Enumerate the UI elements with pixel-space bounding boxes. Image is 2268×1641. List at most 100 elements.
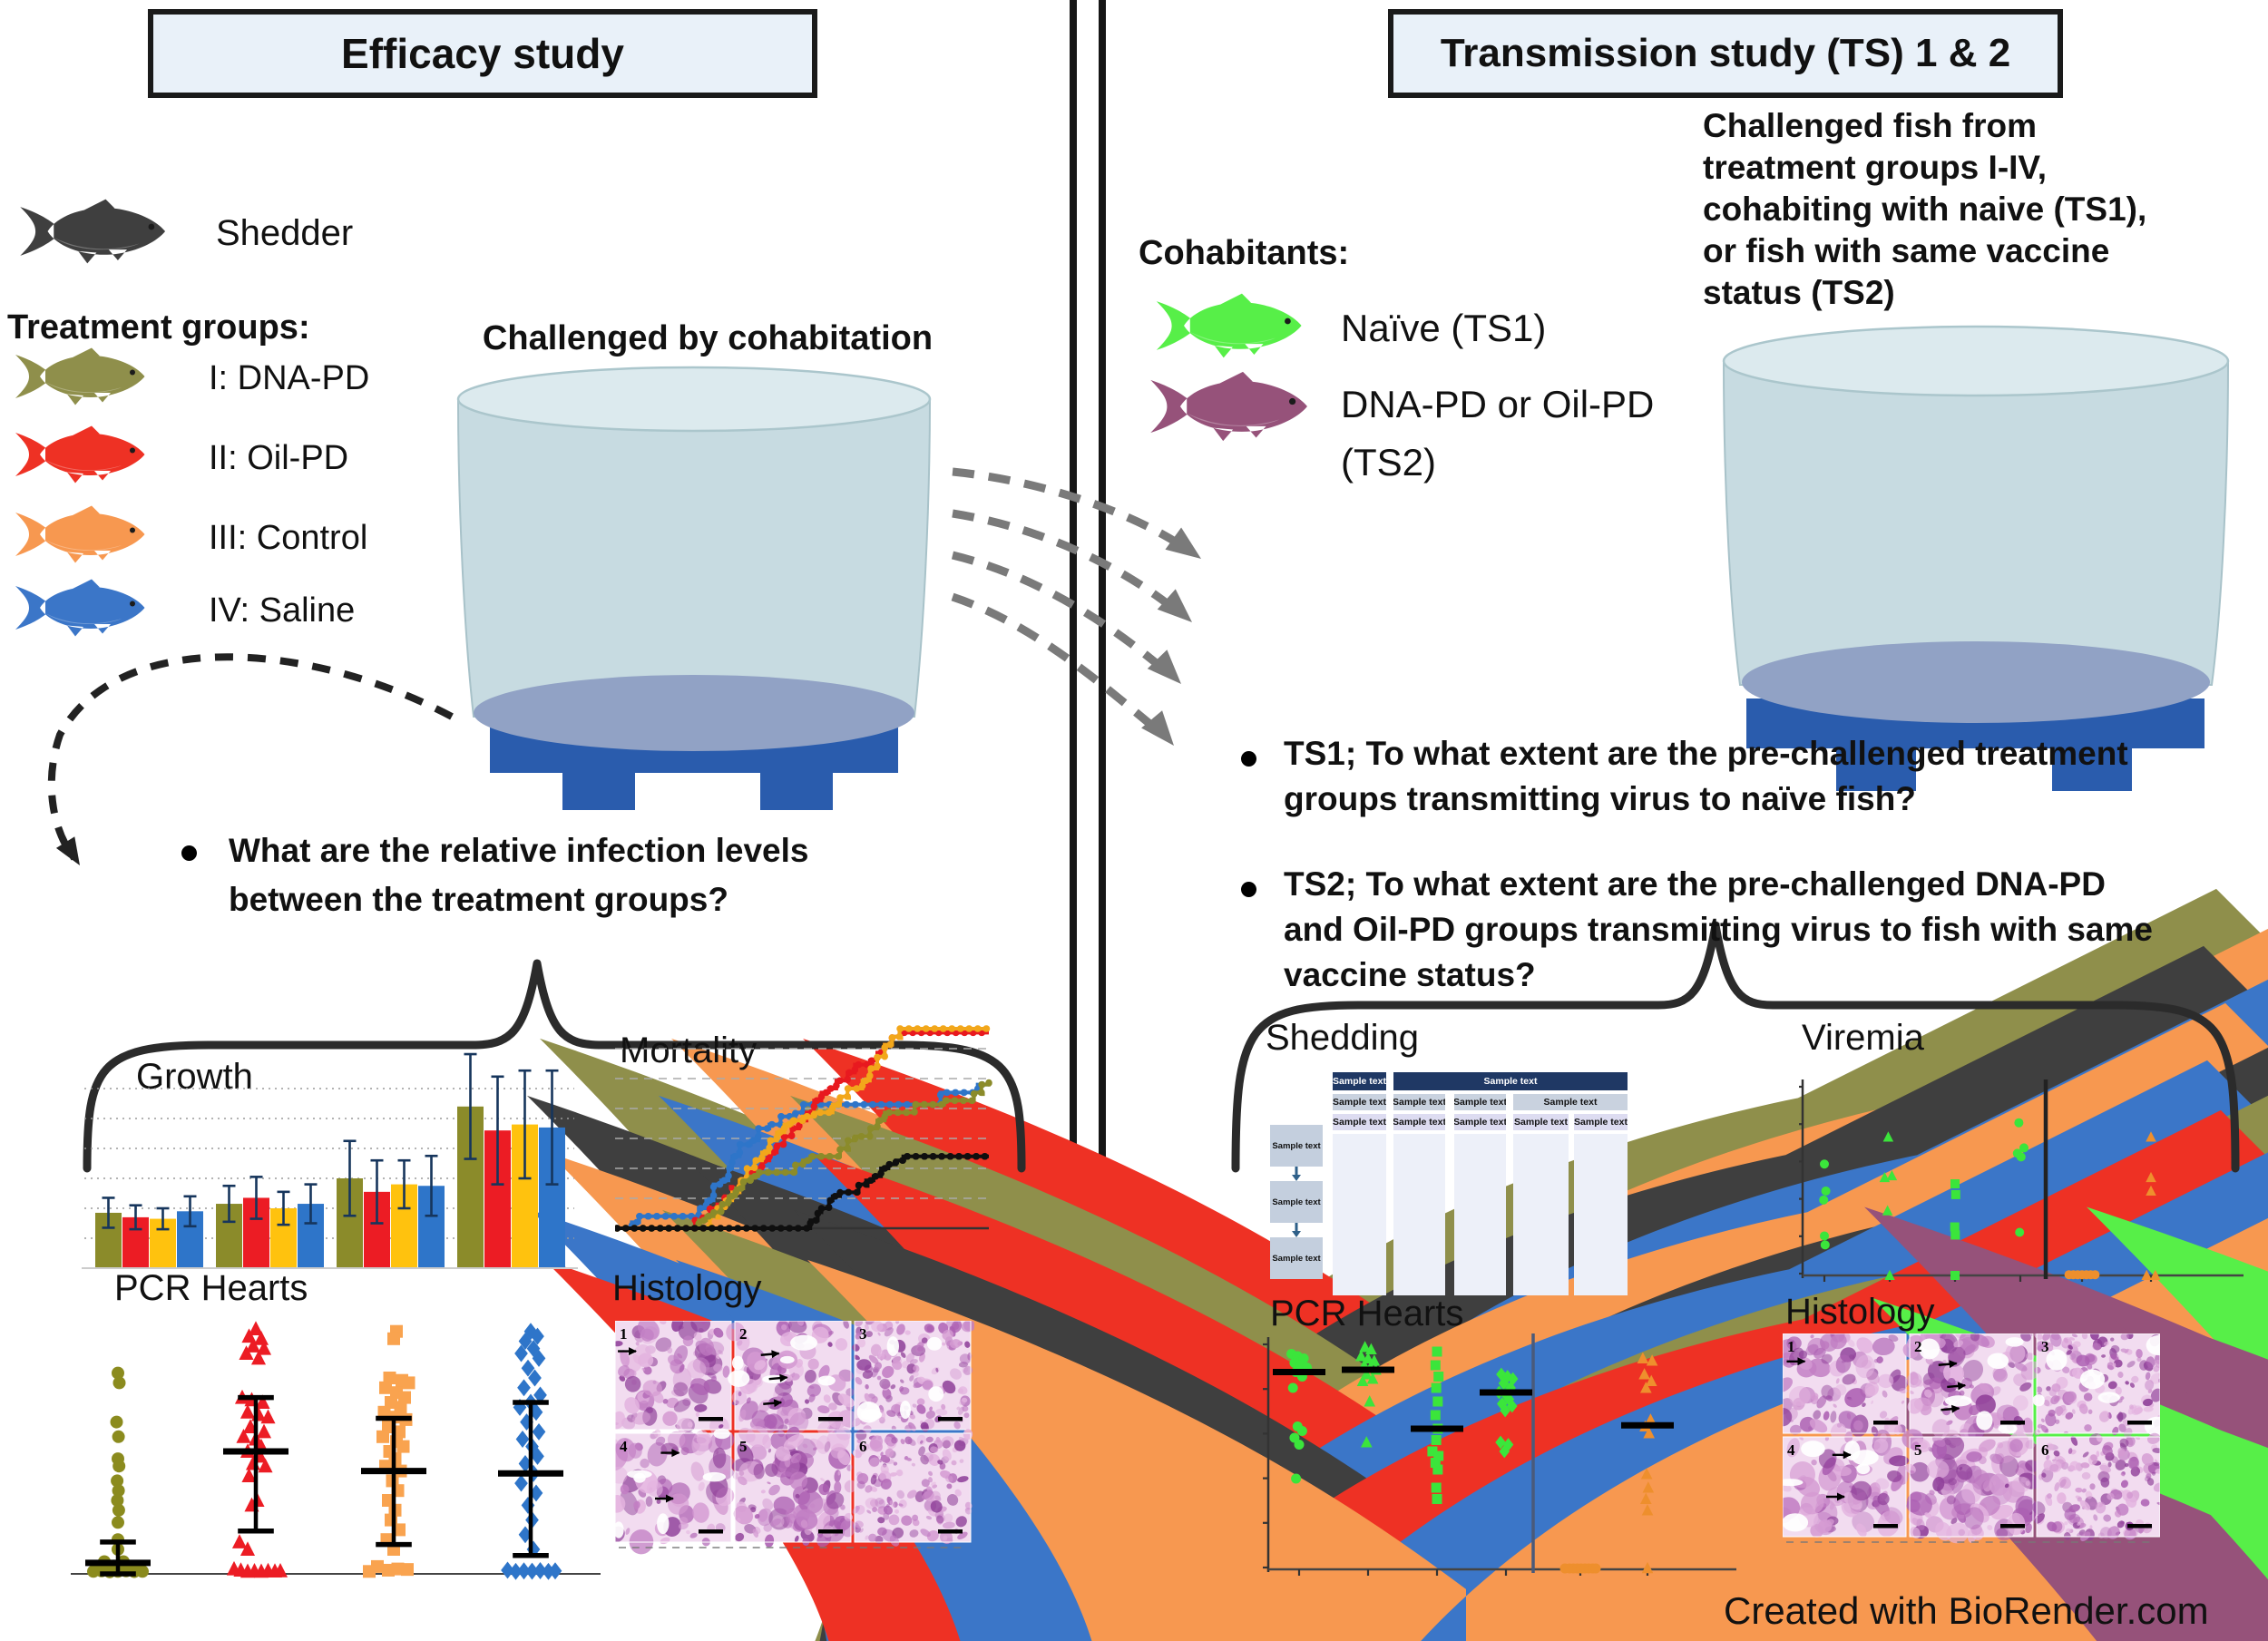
pcr_right-group-g1	[1273, 1349, 1325, 1484]
pcr_right-group-neg-cluster	[1559, 1563, 1601, 1574]
transmission-title: Transmission study (TS) 1 & 2	[1440, 31, 2011, 75]
mortality-series-Saline	[615, 1080, 992, 1232]
histology-tile-5: 5	[731, 1426, 857, 1548]
histology-tile-3: 3	[2032, 1333, 2160, 1438]
shedding-header-cell: Sample text	[1333, 1072, 1386, 1090]
mortality-chart	[615, 1025, 992, 1232]
svg-text:3: 3	[2041, 1338, 2049, 1355]
histology-arrow	[618, 1347, 638, 1356]
mortality-series-Control	[615, 1025, 992, 1232]
pcr_right-group-g2	[1342, 1341, 1394, 1448]
histology-tile-6: 6	[2032, 1432, 2160, 1542]
tank-to-question-arrow	[47, 653, 454, 865]
pcr-right-label: PCR Hearts	[1270, 1294, 1464, 1333]
transmission-tank	[1722, 325, 2268, 1641]
histology-arrow	[760, 1350, 780, 1359]
question-bullet	[181, 845, 197, 861]
pcr_left-group-DNA-PD	[85, 1366, 151, 1578]
shedding-label: Shedding	[1266, 1018, 1420, 1058]
histology-right-panel: 1 2 3 4 5 6	[1783, 1333, 2160, 1544]
shedder-fish-icon	[7, 198, 180, 265]
question-line1: What are the relative infection levels	[229, 832, 809, 869]
shedding-body-column	[1333, 1134, 1386, 1295]
svg-text:3: 3	[859, 1325, 867, 1343]
question-line2: between the treatment groups?	[229, 881, 728, 918]
ts1-question: TS1; To what extent are the pre-challeng…	[1284, 735, 2128, 817]
histology-tile-5: 5	[1901, 1429, 2040, 1544]
svg-text:2: 2	[739, 1325, 748, 1343]
svg-text:4: 4	[620, 1438, 628, 1455]
shedding-subheader-cell: Sample text	[1393, 1094, 1445, 1110]
pcr-hearts-right-chart	[1263, 1333, 1736, 1576]
shedding-body-column	[1574, 1134, 1628, 1295]
histology-arrow	[1938, 1360, 1958, 1369]
histology-arrow	[763, 1399, 783, 1408]
viremia-group-naive-g3	[1950, 1179, 1960, 1280]
histology-left-panel: 1 2 3 4 5 6	[615, 1321, 974, 1555]
svg-text:5: 5	[1914, 1441, 1922, 1459]
transmission-description: Challenged fish from treatment groups I-…	[1703, 107, 2147, 311]
viremia-group-pos-col	[2141, 1131, 2161, 1280]
shedding-body-column	[1393, 1134, 1445, 1295]
efficacy-title-box: Efficacy study	[148, 9, 817, 98]
treatment-groups-heading: Treatment groups:	[7, 308, 310, 347]
svg-text:1: 1	[620, 1325, 628, 1343]
viremia-group-naive-g1	[1819, 1159, 1831, 1250]
shedding-subheader-cell: Sample text	[1454, 1094, 1506, 1110]
ts1-bullet	[1241, 751, 1256, 767]
viremia-chart	[1799, 1079, 2244, 1282]
viremia-group-naive-g2	[1879, 1131, 1898, 1280]
histology-tile-1: 1	[1783, 1333, 1909, 1441]
shedder-label: Shedder	[216, 213, 354, 253]
svg-text:6: 6	[2041, 1441, 2049, 1459]
svg-text:6: 6	[859, 1438, 867, 1455]
transmission-title-box: Transmission study (TS) 1 & 2	[1388, 9, 2063, 98]
tank-caption: Challenged by cohabitation	[482, 319, 934, 357]
histology-arrow	[1947, 1382, 1967, 1391]
pcr-left-label: PCR Hearts	[114, 1268, 308, 1308]
histology-arrow	[1941, 1404, 1960, 1413]
ts2-question: TS2; To what extent are the pre-challeng…	[1284, 865, 2153, 993]
shedding-flow-box: Sample text	[1270, 1237, 1323, 1279]
viremia-group-naive-g4	[2012, 1118, 2028, 1237]
shedding-subheader2-cell: Sample text	[1513, 1114, 1569, 1130]
mortality-label: Mortality	[620, 1031, 758, 1070]
growth-bars	[95, 1106, 565, 1268]
mortality-series-DNA-PD	[615, 1077, 992, 1232]
histology-tile-4: 4	[615, 1428, 736, 1555]
shedding-subheader2-cell: Sample text	[1574, 1114, 1628, 1130]
naive-fish-icon	[1132, 292, 1327, 359]
viremia-group-neg-cluster	[2064, 1270, 2100, 1280]
legend-dna-pd: I: DNA-PD	[209, 359, 370, 397]
saline-fish-icon	[5, 578, 157, 638]
ts2-bullet	[1241, 882, 1256, 897]
cohabitant-ts2-label: DNA-PD or Oil-PD	[1341, 383, 1655, 425]
efficacy-tank	[456, 366, 2268, 1641]
histology-tile-6: 6	[852, 1429, 973, 1547]
growth-label: Growth	[136, 1057, 253, 1097]
ts2-fish-icon	[1132, 370, 1327, 443]
shedding-table: Sample text Sample text Sample text Sample …	[1263, 1069, 1644, 1300]
biorender-credit: Created with BioRender.com	[1724, 1589, 2209, 1632]
svg-text:4: 4	[1787, 1441, 1795, 1459]
cohabitant-naive-label: Naïve (TS1)	[1341, 307, 1547, 349]
histology-arrow	[768, 1373, 788, 1382]
svg-text:5: 5	[739, 1438, 748, 1455]
cohabitants-heading: Cohabitants:	[1139, 234, 1350, 272]
histology-arrow	[660, 1449, 680, 1458]
shedding-subheader2-cell: Sample text	[1333, 1114, 1386, 1130]
panel-braces	[83, 921, 2240, 1173]
control-fish-icon	[5, 504, 157, 564]
shedding-flow-box: Sample text	[1270, 1125, 1323, 1167]
histology-left-label: Histology	[612, 1268, 762, 1308]
pcr_right-group-g3	[1411, 1346, 1463, 1504]
legend-oil-pd: II: Oil-PD	[209, 439, 349, 477]
histology-tile-2: 2	[726, 1321, 859, 1436]
shedding-header-cell: Sample text	[1393, 1072, 1628, 1090]
shedding-body-column	[1513, 1134, 1569, 1295]
viremia-label: Viremia	[1802, 1018, 1924, 1058]
efficacy-title: Efficacy study	[341, 30, 624, 77]
histology-arrow	[1826, 1492, 1845, 1501]
shedding-subheader-cell: Sample text	[1333, 1094, 1386, 1110]
histology-arrow	[1786, 1357, 1806, 1366]
